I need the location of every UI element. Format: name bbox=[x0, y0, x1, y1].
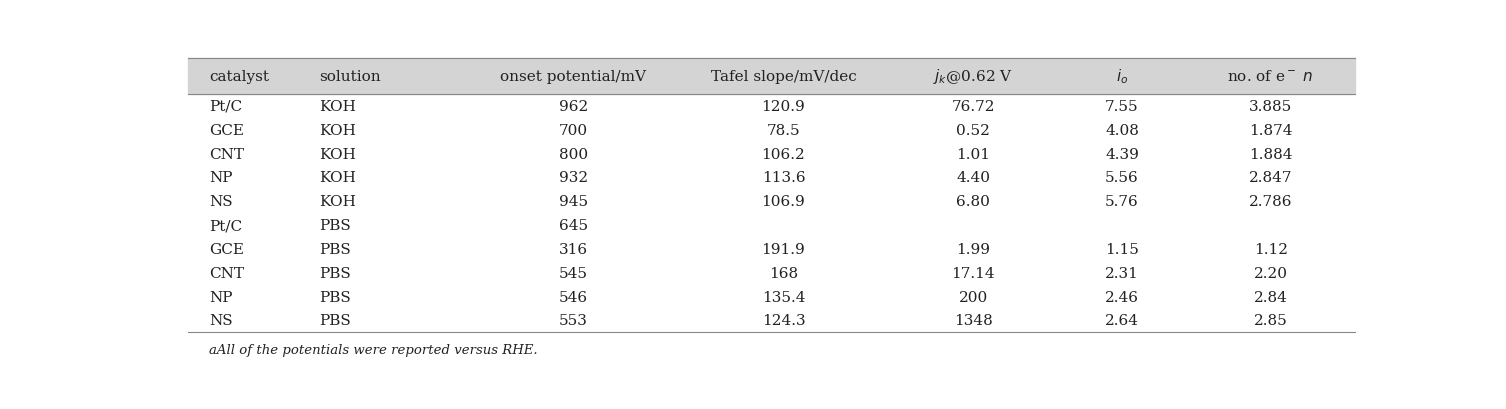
Text: 106.9: 106.9 bbox=[762, 195, 806, 209]
Text: 1.99: 1.99 bbox=[956, 242, 989, 256]
Text: GCE: GCE bbox=[209, 124, 244, 137]
Text: Tafel slope/mV/dec: Tafel slope/mV/dec bbox=[711, 70, 857, 83]
Text: 4.40: 4.40 bbox=[956, 171, 989, 185]
Text: 113.6: 113.6 bbox=[762, 171, 806, 185]
Text: 168: 168 bbox=[770, 266, 798, 280]
Text: 76.72: 76.72 bbox=[952, 100, 995, 114]
Text: 106.2: 106.2 bbox=[762, 147, 806, 161]
Text: 2.84: 2.84 bbox=[1254, 290, 1288, 304]
Text: 17.14: 17.14 bbox=[952, 266, 995, 280]
Text: NS: NS bbox=[209, 195, 233, 209]
Text: NS: NS bbox=[209, 314, 233, 328]
Text: 800: 800 bbox=[559, 147, 587, 161]
Text: CNT: CNT bbox=[209, 147, 244, 161]
Text: 545: 545 bbox=[559, 266, 587, 280]
Text: KOH: KOH bbox=[319, 147, 355, 161]
Text: 645: 645 bbox=[559, 218, 587, 232]
Text: KOH: KOH bbox=[319, 124, 355, 137]
Text: 1.15: 1.15 bbox=[1105, 242, 1139, 256]
Text: 1.884: 1.884 bbox=[1248, 147, 1292, 161]
Text: PBS: PBS bbox=[319, 314, 351, 328]
Text: onset potential/mV: onset potential/mV bbox=[500, 70, 646, 83]
Text: KOH: KOH bbox=[319, 195, 355, 209]
Text: 124.3: 124.3 bbox=[762, 314, 806, 328]
Text: 546: 546 bbox=[559, 290, 587, 304]
Text: 5.56: 5.56 bbox=[1105, 171, 1139, 185]
Text: PBS: PBS bbox=[319, 266, 351, 280]
Text: 4.39: 4.39 bbox=[1105, 147, 1139, 161]
Text: 200: 200 bbox=[958, 290, 988, 304]
Text: no. of e$^-$ $n$: no. of e$^-$ $n$ bbox=[1227, 69, 1315, 84]
Bar bbox=[188, 58, 1355, 95]
Text: $i_o$: $i_o$ bbox=[1116, 67, 1128, 86]
Text: KOH: KOH bbox=[319, 171, 355, 185]
Text: 1348: 1348 bbox=[953, 314, 992, 328]
Text: 5.76: 5.76 bbox=[1105, 195, 1139, 209]
Text: 2.847: 2.847 bbox=[1248, 171, 1292, 185]
Text: 700: 700 bbox=[559, 124, 587, 137]
Text: 2.786: 2.786 bbox=[1248, 195, 1292, 209]
Text: 1.01: 1.01 bbox=[956, 147, 989, 161]
Text: 1.874: 1.874 bbox=[1248, 124, 1292, 137]
Text: 6.80: 6.80 bbox=[956, 195, 989, 209]
Text: 962: 962 bbox=[559, 100, 587, 114]
Text: PBS: PBS bbox=[319, 218, 351, 232]
Text: 932: 932 bbox=[559, 171, 587, 185]
Text: 7.55: 7.55 bbox=[1105, 100, 1139, 114]
Text: CNT: CNT bbox=[209, 266, 244, 280]
Text: NP: NP bbox=[209, 171, 233, 185]
Text: catalyst: catalyst bbox=[209, 70, 270, 83]
Text: 2.64: 2.64 bbox=[1105, 314, 1139, 328]
Text: PBS: PBS bbox=[319, 242, 351, 256]
Text: 2.85: 2.85 bbox=[1254, 314, 1288, 328]
Text: 2.20: 2.20 bbox=[1254, 266, 1288, 280]
Text: aAll of the potentials were reported versus RHE.: aAll of the potentials were reported ver… bbox=[209, 344, 538, 357]
Text: 191.9: 191.9 bbox=[762, 242, 806, 256]
Text: KOH: KOH bbox=[319, 100, 355, 114]
Text: 2.31: 2.31 bbox=[1105, 266, 1139, 280]
Text: solution: solution bbox=[319, 70, 381, 83]
Text: 945: 945 bbox=[559, 195, 587, 209]
Text: 1.12: 1.12 bbox=[1254, 242, 1288, 256]
Text: 316: 316 bbox=[559, 242, 587, 256]
Text: Pt/C: Pt/C bbox=[209, 218, 242, 232]
Text: 553: 553 bbox=[559, 314, 587, 328]
Text: 0.52: 0.52 bbox=[956, 124, 989, 137]
Text: 120.9: 120.9 bbox=[762, 100, 806, 114]
Text: NP: NP bbox=[209, 290, 233, 304]
Text: Pt/C: Pt/C bbox=[209, 100, 242, 114]
Text: 3.885: 3.885 bbox=[1248, 100, 1292, 114]
Text: $j_k$@0.62 V: $j_k$@0.62 V bbox=[934, 67, 1014, 86]
Text: 78.5: 78.5 bbox=[767, 124, 800, 137]
Text: 2.46: 2.46 bbox=[1105, 290, 1139, 304]
Text: PBS: PBS bbox=[319, 290, 351, 304]
Text: GCE: GCE bbox=[209, 242, 244, 256]
Text: 4.08: 4.08 bbox=[1105, 124, 1139, 137]
Text: 135.4: 135.4 bbox=[762, 290, 806, 304]
